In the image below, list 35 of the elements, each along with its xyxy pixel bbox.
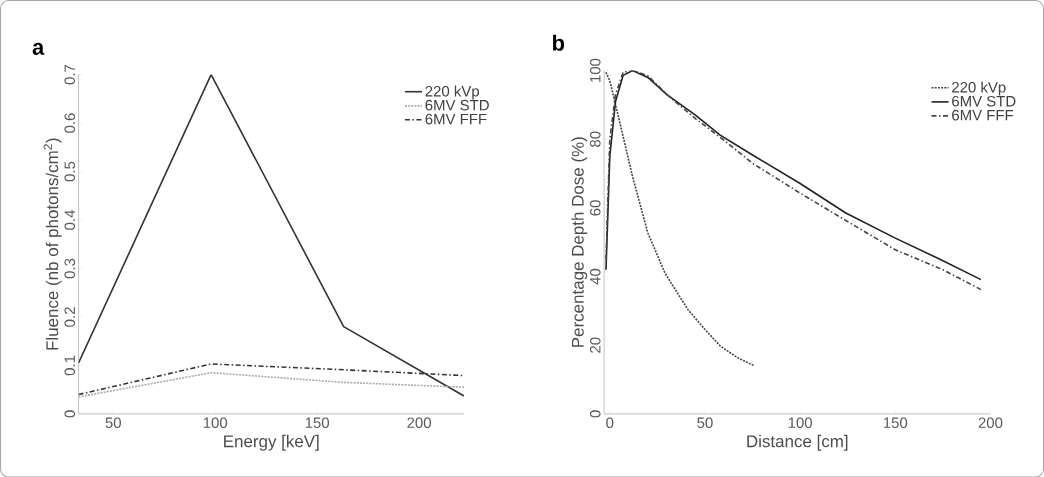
- y-tick-label: 0.4: [64, 209, 76, 230]
- legend-label: 220 kVp: [952, 81, 1006, 96]
- y-axis-title: Percentage Depth Dose (%): [571, 137, 588, 347]
- legend-label: 6MV STD: [425, 99, 489, 111]
- y-tick-label: 0.3: [64, 258, 76, 279]
- x-axis-title: Distance [cm]: [747, 434, 848, 451]
- x-tick-label: 0: [606, 417, 614, 428]
- x-tick-label: 150: [305, 417, 330, 428]
- y-tick-label: 0.6: [64, 113, 76, 133]
- legend-label: 6MV STD: [952, 95, 1016, 107]
- legend-label: 6MV FFF: [952, 109, 1014, 121]
- y-tick-label: 0: [589, 410, 601, 418]
- y-tick-label: 0.7: [64, 64, 76, 85]
- y-tick-label: 20: [589, 337, 601, 353]
- legend-label: 6MV FFF: [425, 113, 487, 125]
- y-tick-label: 0.2: [64, 307, 76, 327]
- chart-title: b: [553, 34, 565, 51]
- y-axis-title: Fluence (nb of photons/cm$^{2}$): [43, 138, 62, 350]
- x-axis-title: Energy [keV]: [224, 434, 319, 451]
- y-tick-label: 0.5: [64, 161, 76, 182]
- x-tick-label: 100: [203, 417, 228, 428]
- y-tick-label: 80: [589, 131, 601, 147]
- y-tick-label: 100: [589, 58, 601, 82]
- y-tick-label: 0: [64, 410, 76, 418]
- x-tick-label: 100: [788, 417, 813, 428]
- x-tick-label: 150: [883, 417, 908, 428]
- x-tick-label: 200: [978, 417, 1003, 428]
- x-tick-label: 50: [697, 417, 713, 428]
- legend-label: 220 kVp: [425, 85, 480, 100]
- chart-title: a: [32, 42, 45, 55]
- y-tick-label: 0.1: [64, 355, 76, 376]
- x-tick-label: 50: [105, 417, 121, 428]
- x-tick-label: 200: [407, 417, 431, 428]
- y-tick-label: 40: [589, 268, 601, 285]
- y-tick-label: 60: [589, 199, 601, 216]
